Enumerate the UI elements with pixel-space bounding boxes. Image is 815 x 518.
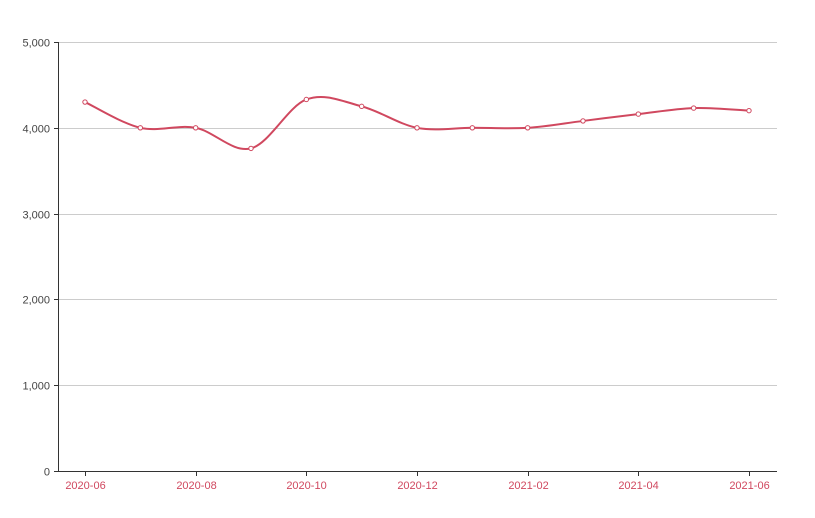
y-tick-label: 4,000 [22,124,50,136]
data-point [414,125,420,131]
x-tick-label: 2021-02 [508,480,548,492]
x-tick-label: 2020-08 [176,480,216,492]
data-point [524,125,531,131]
y-tick-label: 1,000 [22,381,50,393]
x-axis-ticks: 2020-06 2020-08 2020-10 2020-12 2021-02 2021-… [65,471,770,492]
data-point [248,145,254,152]
y-tick-label: 5,000 [22,38,50,50]
x-tick-label: 2020-10 [286,480,326,492]
data-point [192,125,199,131]
data-point [469,125,476,131]
data-point [358,103,365,110]
data-point [303,96,310,103]
data-point [635,111,642,117]
x-tick-label: 2020-06 [65,480,105,492]
series-layer [82,95,752,152]
data-point [746,107,752,114]
axes [58,42,777,472]
x-tick-label: 2020-12 [397,480,437,492]
series-line [84,95,750,151]
data-point [82,99,88,105]
y-axis-ticks: 0 1,000 2,000 3,000 4,000 5,000 [22,38,58,479]
data-point [137,125,144,131]
y-tick-label: 3,000 [22,210,50,222]
x-tick-label: 2021-04 [618,480,658,492]
data-point [580,118,586,124]
y-tick-label: 2,000 [22,295,50,307]
data-point [690,105,697,111]
x-tick-label: 2021-06 [729,480,769,492]
grid-lines [58,42,777,386]
y-tick-label: 0 [44,467,50,479]
